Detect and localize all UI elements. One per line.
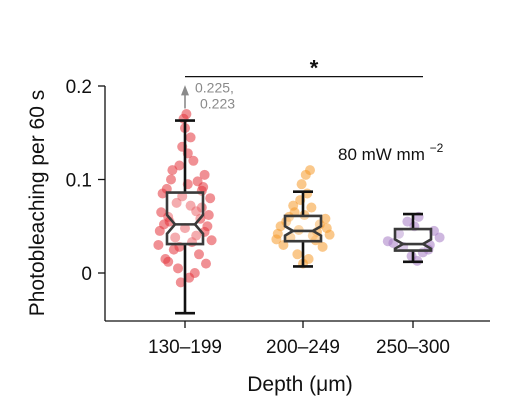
x-tick-label: 250–300	[376, 337, 450, 358]
data-point	[201, 258, 211, 269]
x-ticks: 130–199 200–249 250–300	[148, 321, 450, 358]
condition-label-main: 80 mW mm	[338, 145, 425, 164]
boxes-layer	[165, 119, 433, 315]
data-point	[203, 210, 214, 221]
y-tick-label: 0.2	[66, 77, 92, 98]
data-point	[192, 176, 203, 187]
data-point	[194, 249, 204, 260]
data-point	[205, 193, 216, 204]
data-point	[153, 239, 164, 250]
data-point	[170, 232, 181, 243]
data-point	[296, 179, 307, 190]
offscale-value-1: 0.225,	[195, 80, 234, 96]
data-point	[166, 174, 176, 185]
significance-star: *	[310, 56, 319, 81]
x-tick-label: 200–249	[266, 337, 340, 358]
notched-box	[283, 214, 323, 243]
data-point	[171, 197, 182, 208]
data-point	[206, 235, 217, 246]
y-axis-label: Photobleaching per 60 s	[26, 90, 49, 317]
data-point	[394, 228, 404, 239]
data-point	[185, 132, 196, 143]
offscale-arrowhead-icon	[181, 85, 189, 96]
y-tick-label: 0.1	[66, 171, 92, 192]
data-point	[324, 229, 335, 240]
data-point	[434, 232, 445, 243]
data-point	[292, 249, 303, 260]
data-point	[159, 219, 169, 230]
x-axis-label: Depth (μm)	[247, 373, 352, 396]
data-point	[181, 109, 192, 120]
y-ticks: 0 0.1 0.2	[66, 77, 105, 285]
x-tick-label: 130–199	[148, 337, 222, 358]
offscale-value-2: 0.223	[200, 95, 235, 111]
data-point	[288, 200, 299, 211]
data-point	[188, 155, 199, 166]
data-point	[173, 263, 183, 274]
data-point	[317, 241, 328, 252]
data-point	[175, 277, 186, 288]
data-point	[199, 169, 210, 180]
box-group	[283, 190, 323, 268]
data-point	[184, 272, 195, 283]
data-point	[275, 221, 286, 232]
notched-box	[393, 227, 433, 252]
y-tick-label: 0	[81, 264, 92, 285]
data-point	[167, 165, 178, 176]
data-point	[163, 256, 174, 267]
box-group	[393, 212, 433, 264]
data-point	[306, 202, 317, 213]
box-group	[165, 119, 205, 315]
significance-bracket: *	[185, 56, 423, 81]
data-point	[191, 206, 202, 217]
offscale-annotation: 0.225, 0.223	[181, 80, 235, 111]
notched-box	[165, 191, 205, 246]
data-point	[271, 234, 282, 245]
data-point	[320, 213, 331, 224]
condition-label-exponent: −2	[430, 141, 444, 155]
data-point	[305, 165, 315, 176]
condition-label: 80 mW mm −2	[338, 141, 444, 164]
data-point	[156, 207, 167, 218]
